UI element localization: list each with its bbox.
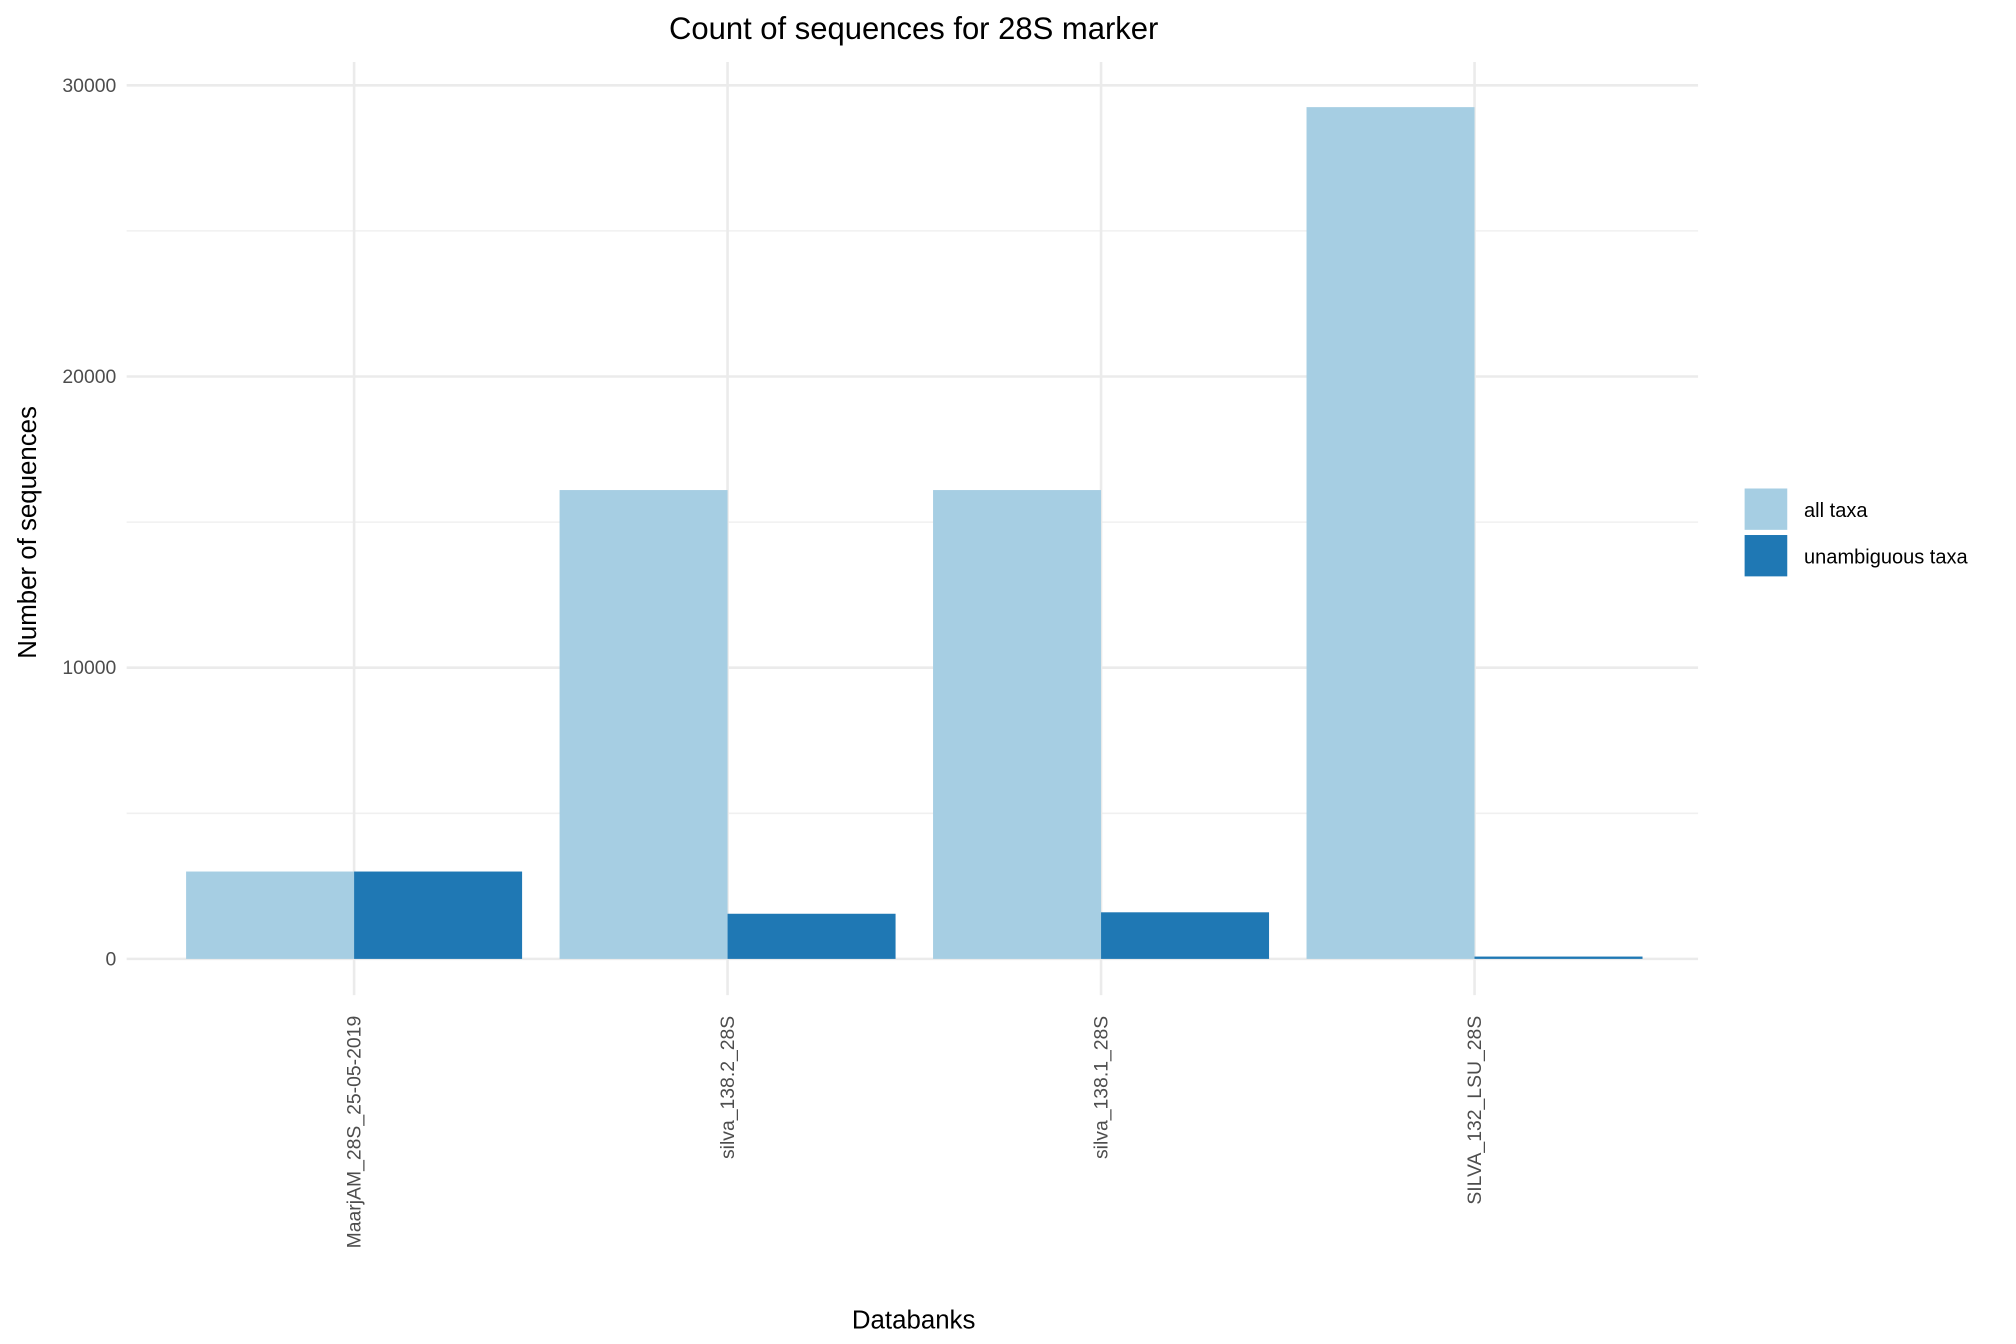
bars xyxy=(186,107,1643,959)
chart-title: Count of sequences for 28S marker xyxy=(669,11,1158,46)
bar-unambiguous-taxa-2 xyxy=(1101,912,1270,959)
x-axis-ticks: MaarjAM_28S_25-05-2019 silva_138.2_28S sil… xyxy=(344,1016,1486,1249)
legend-swatch xyxy=(1744,535,1788,577)
legend: all taxa unambiguous taxa xyxy=(1744,488,1969,577)
bar-all-taxa-2 xyxy=(933,490,1102,959)
bar-all-taxa-3 xyxy=(1306,107,1475,959)
bar-unambiguous-taxa-0 xyxy=(354,871,523,959)
y-axis-label: Number of sequences xyxy=(14,406,42,659)
legend-label: unambiguous taxa xyxy=(1804,546,1968,568)
x-axis-label: Databanks xyxy=(852,1306,975,1334)
y-tick-label: 30000 xyxy=(62,75,116,97)
bar-unambiguous-taxa-3 xyxy=(1474,956,1643,959)
y-tick-label: 20000 xyxy=(62,366,116,388)
y-tick-label: 0 xyxy=(106,948,117,970)
bar-unambiguous-taxa-1 xyxy=(727,913,896,959)
y-tick-label: 10000 xyxy=(62,657,116,679)
bar-all-taxa-1 xyxy=(559,490,728,959)
legend-swatch xyxy=(1744,488,1788,530)
x-tick-label: SILVA_132_LSU_28S xyxy=(1464,1016,1486,1205)
y-axis-ticks: 0 10000 20000 30000 xyxy=(62,75,116,971)
bar-all-taxa-0 xyxy=(186,871,355,959)
x-tick-label: MaarjAM_28S_25-05-2019 xyxy=(344,1016,366,1249)
legend-label: all taxa xyxy=(1804,500,1868,522)
x-tick-label: silva_138.1_28S xyxy=(1091,1016,1113,1159)
x-tick-label: silva_138.2_28S xyxy=(717,1016,739,1159)
